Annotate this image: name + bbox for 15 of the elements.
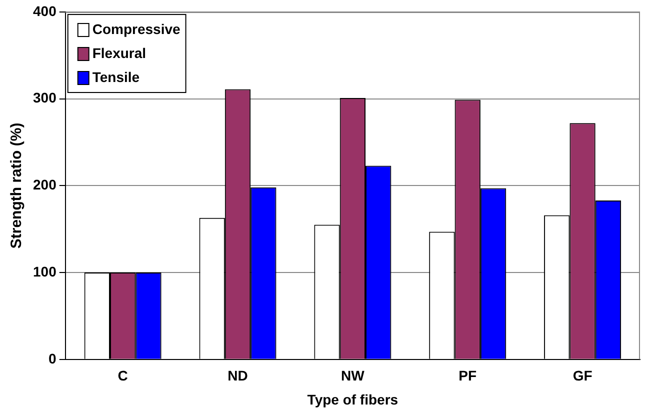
x-tick-label: ND	[228, 368, 248, 384]
x-tick-label: NW	[341, 368, 366, 384]
x-tick-label: C	[118, 368, 128, 384]
legend-label: Tensile	[92, 68, 140, 85]
y-tick-label: 200	[33, 176, 57, 193]
legend-label: Compressive	[92, 20, 181, 37]
x-axis-title: Type of fibers	[307, 391, 398, 408]
legend-label: Flexural	[92, 44, 146, 61]
y-tick-label: 100	[33, 263, 57, 280]
y-tick-label: 300	[33, 90, 57, 106]
x-tick-label: PF	[458, 368, 477, 384]
y-axis-title: Strength ratio (%)	[8, 122, 26, 249]
y-tick-label: 400	[33, 2, 57, 19]
x-tick-label: GF	[572, 368, 593, 384]
y-tick-label: 0	[48, 350, 57, 366]
